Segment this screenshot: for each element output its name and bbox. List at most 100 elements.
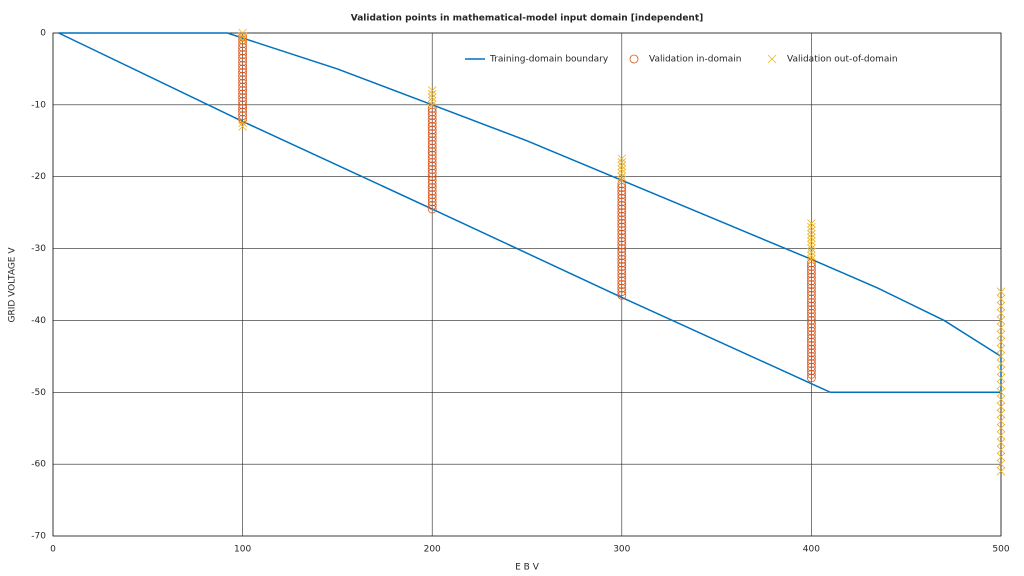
circle-marker — [617, 219, 627, 228]
circle-marker — [617, 186, 627, 196]
circle-marker — [427, 179, 437, 189]
x-marker — [996, 467, 1006, 476]
x-marker — [996, 366, 1006, 376]
circle-marker — [617, 233, 627, 243]
circle-marker — [427, 165, 437, 174]
circle-marker — [427, 154, 437, 164]
circle-marker — [238, 96, 248, 106]
circle-marker — [617, 211, 627, 221]
x-marker — [807, 222, 816, 232]
y-axis-label: GRID VOLTAGE V — [8, 247, 18, 323]
circle-marker — [617, 272, 627, 282]
y-tick-label: -30 — [31, 244, 46, 254]
circle-marker — [807, 337, 816, 347]
circle-marker — [807, 323, 816, 333]
boundary-line — [58, 32, 1002, 394]
circle-marker — [617, 240, 627, 250]
circle-marker — [238, 50, 248, 59]
x-marker — [617, 168, 627, 178]
x-marker — [996, 330, 1006, 340]
circle-marker — [807, 351, 816, 361]
circle-marker — [807, 262, 816, 271]
circle-marker — [807, 355, 816, 365]
x-marker — [996, 459, 1006, 469]
x-marker — [427, 96, 437, 106]
x-tick-label: 100 — [234, 545, 251, 555]
x-marker — [996, 402, 1006, 411]
circle-marker — [807, 265, 816, 275]
circle-marker — [238, 89, 248, 99]
circle-marker — [427, 118, 437, 128]
circle-marker — [807, 369, 816, 379]
circle-marker — [617, 215, 627, 225]
circle-marker — [427, 175, 437, 185]
legend-swatch — [767, 54, 777, 64]
circle-marker — [617, 283, 627, 293]
circle-marker — [807, 276, 816, 286]
x-tick-label: 0 — [50, 545, 56, 555]
circle-marker — [807, 344, 816, 354]
circle-marker — [617, 276, 627, 286]
circle-marker — [238, 86, 248, 95]
circle-marker — [807, 366, 816, 376]
circle-marker — [617, 208, 627, 218]
circle-marker — [617, 183, 627, 192]
x-marker — [807, 240, 816, 250]
circle-marker — [617, 262, 627, 271]
circle-marker — [807, 362, 816, 372]
circle-marker — [238, 82, 248, 92]
x-marker — [807, 233, 816, 243]
x-marker — [807, 247, 816, 257]
x-marker — [996, 337, 1006, 347]
circle-marker — [807, 272, 816, 282]
circle-marker — [617, 247, 627, 257]
circle-marker — [807, 333, 816, 343]
x-marker — [238, 122, 247, 131]
x-axis-label: E B V — [515, 563, 540, 573]
circle-marker — [807, 287, 816, 297]
circle-marker — [617, 290, 627, 300]
circle-marker — [427, 111, 437, 121]
circle-marker — [617, 201, 627, 210]
y-tick-label: -70 — [31, 532, 46, 542]
circle-marker — [617, 204, 627, 214]
x-marker — [427, 89, 437, 99]
circle-marker — [617, 190, 627, 200]
y-tick-label: -60 — [31, 460, 46, 470]
x-marker — [238, 28, 247, 38]
circle-marker — [807, 269, 816, 279]
circle-marker — [617, 222, 627, 232]
circle-marker — [617, 287, 627, 297]
x-marker — [807, 226, 816, 235]
circle-marker — [427, 129, 437, 139]
circle-marker — [807, 283, 816, 293]
legend-label: Validation out-of-domain — [787, 55, 898, 65]
x-marker — [238, 32, 247, 41]
x-marker — [427, 86, 437, 95]
x-marker — [996, 431, 1006, 440]
circle-marker — [617, 236, 627, 246]
circle-marker — [807, 280, 816, 289]
circle-marker — [427, 114, 437, 124]
circle-marker — [807, 330, 816, 340]
x-marker — [427, 93, 437, 102]
plot-area — [52, 32, 1002, 537]
x-tick-label: 500 — [992, 545, 1009, 555]
x-marker — [996, 438, 1006, 447]
x-marker — [617, 154, 627, 164]
x-marker — [996, 294, 1006, 304]
x-marker — [996, 316, 1006, 325]
x-marker — [996, 452, 1006, 462]
circle-marker — [617, 244, 627, 253]
circle-marker — [427, 186, 437, 196]
circle-marker — [427, 204, 437, 214]
legend-swatch — [629, 54, 639, 64]
circle-marker — [427, 122, 437, 131]
x-marker — [617, 158, 627, 167]
y-tick-label: -20 — [31, 172, 46, 182]
circle-marker — [427, 190, 437, 200]
x-marker — [807, 255, 816, 264]
circle-marker — [238, 104, 248, 113]
x-tick-label: 400 — [803, 545, 820, 555]
circle-marker — [807, 359, 816, 368]
